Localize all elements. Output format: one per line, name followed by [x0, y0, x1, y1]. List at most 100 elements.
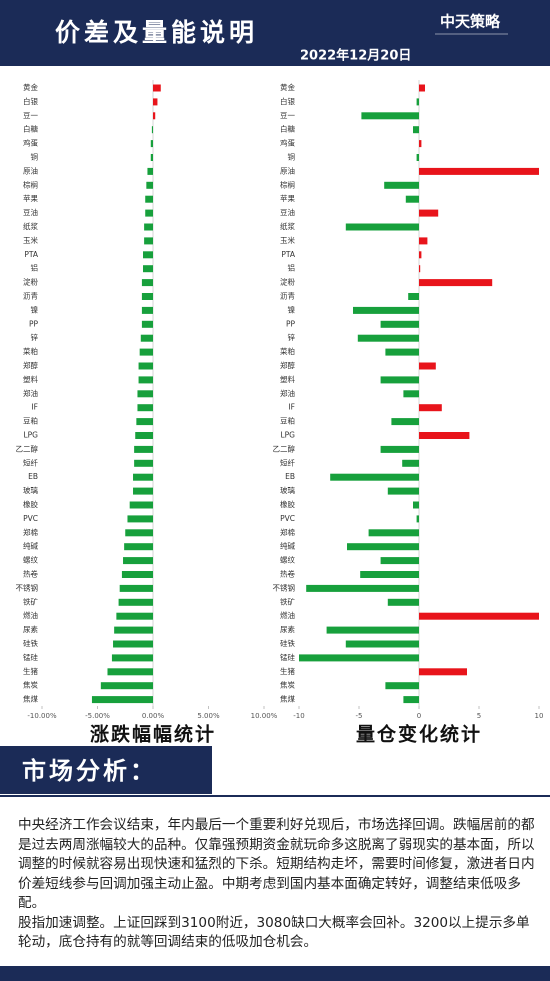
bar [330, 473, 419, 481]
category-label: 橡胶 [23, 499, 38, 509]
bar [360, 571, 419, 578]
category-label: 郑棉 [280, 527, 295, 537]
bar [306, 584, 419, 592]
category-label: PTA [281, 250, 296, 259]
category-label: 塑料 [280, 374, 295, 384]
bar [419, 279, 493, 287]
bar [413, 126, 419, 134]
category-label: 热卷 [280, 569, 295, 579]
bar [419, 84, 425, 92]
bar [146, 181, 153, 189]
category-label: EB [28, 472, 38, 481]
bar [133, 487, 153, 495]
category-label: PVC [280, 514, 295, 523]
bar [141, 306, 153, 314]
bar [141, 293, 153, 300]
bar [345, 640, 419, 648]
category-label: 镍 [31, 304, 39, 314]
category-label: 玻璃 [23, 485, 38, 495]
x-tick-label: 5.00% [197, 712, 220, 720]
bar [153, 112, 156, 120]
category-label: 短纤 [23, 457, 38, 467]
bar [125, 529, 153, 537]
category-label: 纸浆 [23, 221, 38, 231]
category-label: PP [29, 319, 39, 328]
bar [118, 598, 153, 606]
category-label: IF [31, 403, 38, 412]
bar [416, 515, 419, 523]
x-tick-label: 5 [477, 712, 481, 720]
category-label: 豆油 [23, 207, 38, 217]
bar [116, 612, 153, 620]
category-label: 豆一 [280, 111, 295, 120]
category-label: PP [286, 319, 296, 328]
bar [138, 362, 153, 370]
bar [326, 626, 419, 634]
category-label: 锌 [31, 332, 39, 342]
bar [416, 154, 419, 161]
bar [100, 682, 153, 690]
category-label: 焦炭 [280, 680, 295, 690]
bar [380, 445, 419, 453]
bar [385, 682, 419, 690]
header-date: 2022年12月20日 [300, 48, 411, 64]
category-label: 塑料 [23, 374, 38, 384]
bar [113, 640, 153, 648]
bar [402, 459, 419, 467]
analysis-text: 中央经济工作会议结束，年内最后一个重要利好兑现后，市场选择回调。跌幅居前的都是过… [18, 816, 536, 953]
category-label: 郑油 [280, 388, 295, 398]
category-label: 沥青 [23, 291, 38, 301]
bar [111, 654, 153, 662]
x-tick-label: 10.00% [251, 712, 278, 720]
bar [384, 181, 419, 189]
x-tick-label: -10.00% [27, 712, 57, 720]
category-label: 焦煤 [280, 694, 295, 704]
category-label: 豆粕 [280, 416, 295, 426]
category-label: 鸡蛋 [280, 138, 295, 148]
analysis-tab [0, 746, 212, 794]
bar [114, 626, 153, 634]
bar [138, 376, 153, 384]
bar [419, 432, 470, 439]
bar [141, 279, 153, 287]
category-label: 棕榈 [23, 179, 38, 189]
x-tick-label: 0 [417, 712, 421, 720]
category-label: 苹果 [280, 193, 295, 203]
bar [419, 612, 539, 620]
header-band [0, 0, 550, 66]
category-label: 铝 [31, 263, 39, 273]
category-label: 郑醇 [23, 360, 38, 370]
category-label: 尿素 [280, 624, 295, 634]
bar [387, 598, 419, 606]
bar [123, 557, 153, 565]
category-label: 铁矿 [23, 596, 38, 606]
bar [380, 376, 419, 384]
category-label: EB [285, 472, 295, 481]
category-label: 纸浆 [280, 221, 295, 231]
category-label: 短纤 [280, 457, 295, 467]
category-label: 原油 [280, 165, 295, 175]
bar [127, 515, 153, 523]
bar [419, 404, 442, 412]
category-label: 橡胶 [280, 499, 295, 509]
category-label: LPG [280, 431, 295, 440]
category-label: 生猪 [280, 666, 295, 676]
bar [419, 167, 539, 175]
bar [151, 126, 153, 134]
bar [405, 195, 419, 203]
category-label: 纯碱 [23, 541, 38, 551]
bar [145, 195, 153, 203]
bar [357, 334, 419, 342]
bar [419, 362, 436, 370]
category-label: 纯碱 [280, 541, 295, 551]
category-label: 锰硅 [23, 652, 38, 662]
category-label: 焦炭 [23, 680, 38, 690]
bar [139, 348, 153, 356]
bar [91, 696, 153, 704]
category-label: 郑油 [23, 388, 38, 398]
category-label: 白糖 [280, 124, 295, 134]
logo: 中天策略 [440, 13, 501, 31]
bar [413, 501, 419, 509]
bar [129, 501, 153, 509]
